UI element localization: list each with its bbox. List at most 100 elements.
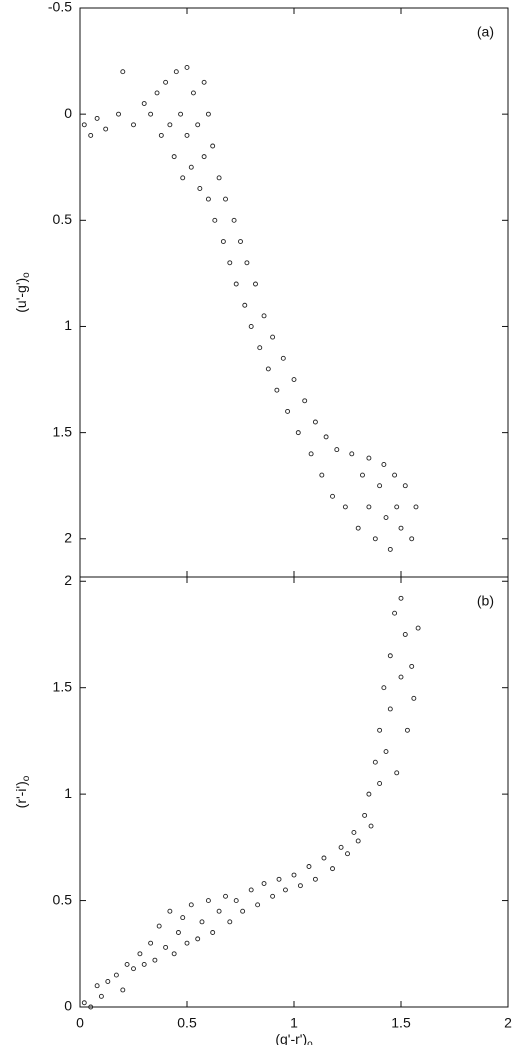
point bbox=[88, 1004, 94, 1010]
point bbox=[261, 313, 267, 319]
point bbox=[368, 823, 374, 829]
point bbox=[242, 302, 248, 308]
point bbox=[253, 281, 258, 287]
axis-label-text: (u'-g') bbox=[13, 278, 29, 313]
point bbox=[148, 111, 154, 117]
point bbox=[345, 851, 350, 857]
axis-label-sub: o bbox=[21, 775, 32, 781]
point bbox=[330, 866, 335, 872]
point bbox=[238, 239, 243, 244]
point bbox=[205, 196, 211, 202]
point bbox=[372, 536, 378, 542]
point bbox=[154, 90, 160, 96]
point bbox=[131, 122, 136, 128]
point bbox=[312, 419, 318, 425]
point bbox=[265, 366, 271, 372]
point bbox=[163, 944, 169, 950]
point bbox=[233, 281, 239, 287]
point bbox=[216, 908, 222, 914]
point bbox=[302, 398, 308, 404]
point bbox=[360, 472, 365, 478]
y-tick-label: 1 bbox=[64, 317, 72, 333]
point bbox=[248, 887, 254, 893]
point bbox=[131, 966, 136, 972]
axis-label: (u'-g')o bbox=[13, 272, 32, 313]
plot-frame bbox=[79, 7, 509, 578]
point bbox=[366, 455, 372, 461]
point bbox=[201, 154, 207, 160]
point bbox=[205, 898, 211, 904]
point bbox=[398, 674, 404, 680]
point bbox=[276, 876, 282, 882]
point bbox=[415, 625, 421, 631]
point bbox=[306, 864, 312, 869]
point bbox=[201, 79, 207, 85]
x-tick-label: 0 bbox=[76, 1015, 84, 1031]
point bbox=[261, 881, 267, 886]
point bbox=[156, 923, 162, 929]
point bbox=[167, 122, 173, 128]
point bbox=[387, 706, 393, 712]
point bbox=[362, 812, 368, 818]
point bbox=[175, 930, 181, 935]
point bbox=[171, 951, 177, 957]
y-tick-label: 2 bbox=[64, 572, 72, 588]
point bbox=[291, 872, 297, 878]
point bbox=[255, 902, 261, 908]
point bbox=[141, 101, 147, 106]
point bbox=[233, 898, 239, 904]
point bbox=[349, 451, 355, 457]
point bbox=[180, 915, 186, 921]
point bbox=[199, 919, 205, 925]
point bbox=[141, 961, 147, 967]
panel-label: (a) bbox=[477, 24, 494, 40]
point bbox=[280, 355, 286, 361]
point bbox=[355, 838, 361, 844]
point bbox=[392, 610, 398, 616]
point bbox=[152, 957, 158, 963]
point bbox=[195, 936, 201, 942]
point bbox=[366, 791, 372, 797]
point bbox=[394, 770, 400, 776]
point bbox=[330, 493, 335, 499]
point bbox=[171, 154, 177, 160]
axis-label: (g'-r')o bbox=[275, 1031, 313, 1045]
point bbox=[377, 727, 383, 733]
point bbox=[387, 653, 393, 659]
point bbox=[197, 186, 203, 191]
point bbox=[372, 759, 378, 765]
y-tick-label: 2 bbox=[64, 529, 72, 545]
point bbox=[351, 829, 357, 835]
point bbox=[355, 525, 361, 531]
point bbox=[184, 940, 190, 946]
axis-label-text: (g'-r') bbox=[275, 1031, 307, 1045]
y-tick-label: 1.5 bbox=[53, 678, 73, 694]
point bbox=[398, 595, 404, 601]
y-tick-label: 1.5 bbox=[53, 423, 73, 439]
point bbox=[342, 504, 348, 510]
x-tick-label: 2 bbox=[504, 1015, 512, 1031]
point bbox=[178, 111, 184, 117]
point bbox=[231, 217, 237, 223]
point bbox=[383, 749, 389, 755]
y-tick-label: 0 bbox=[64, 105, 72, 121]
point bbox=[120, 987, 126, 993]
point bbox=[334, 447, 340, 453]
point bbox=[184, 132, 190, 138]
point bbox=[312, 876, 318, 882]
point bbox=[116, 111, 121, 117]
point bbox=[120, 69, 126, 75]
y-tick-label: 0.5 bbox=[53, 211, 73, 227]
point bbox=[274, 387, 280, 393]
point bbox=[223, 893, 228, 899]
point bbox=[94, 115, 100, 121]
point bbox=[223, 196, 228, 202]
point bbox=[321, 855, 327, 861]
axis-label-text: (r'-i') bbox=[13, 781, 29, 808]
point bbox=[212, 217, 218, 223]
point bbox=[297, 883, 303, 889]
point bbox=[148, 940, 154, 946]
x-tick-label: 0.5 bbox=[177, 1015, 197, 1031]
point bbox=[163, 79, 169, 85]
